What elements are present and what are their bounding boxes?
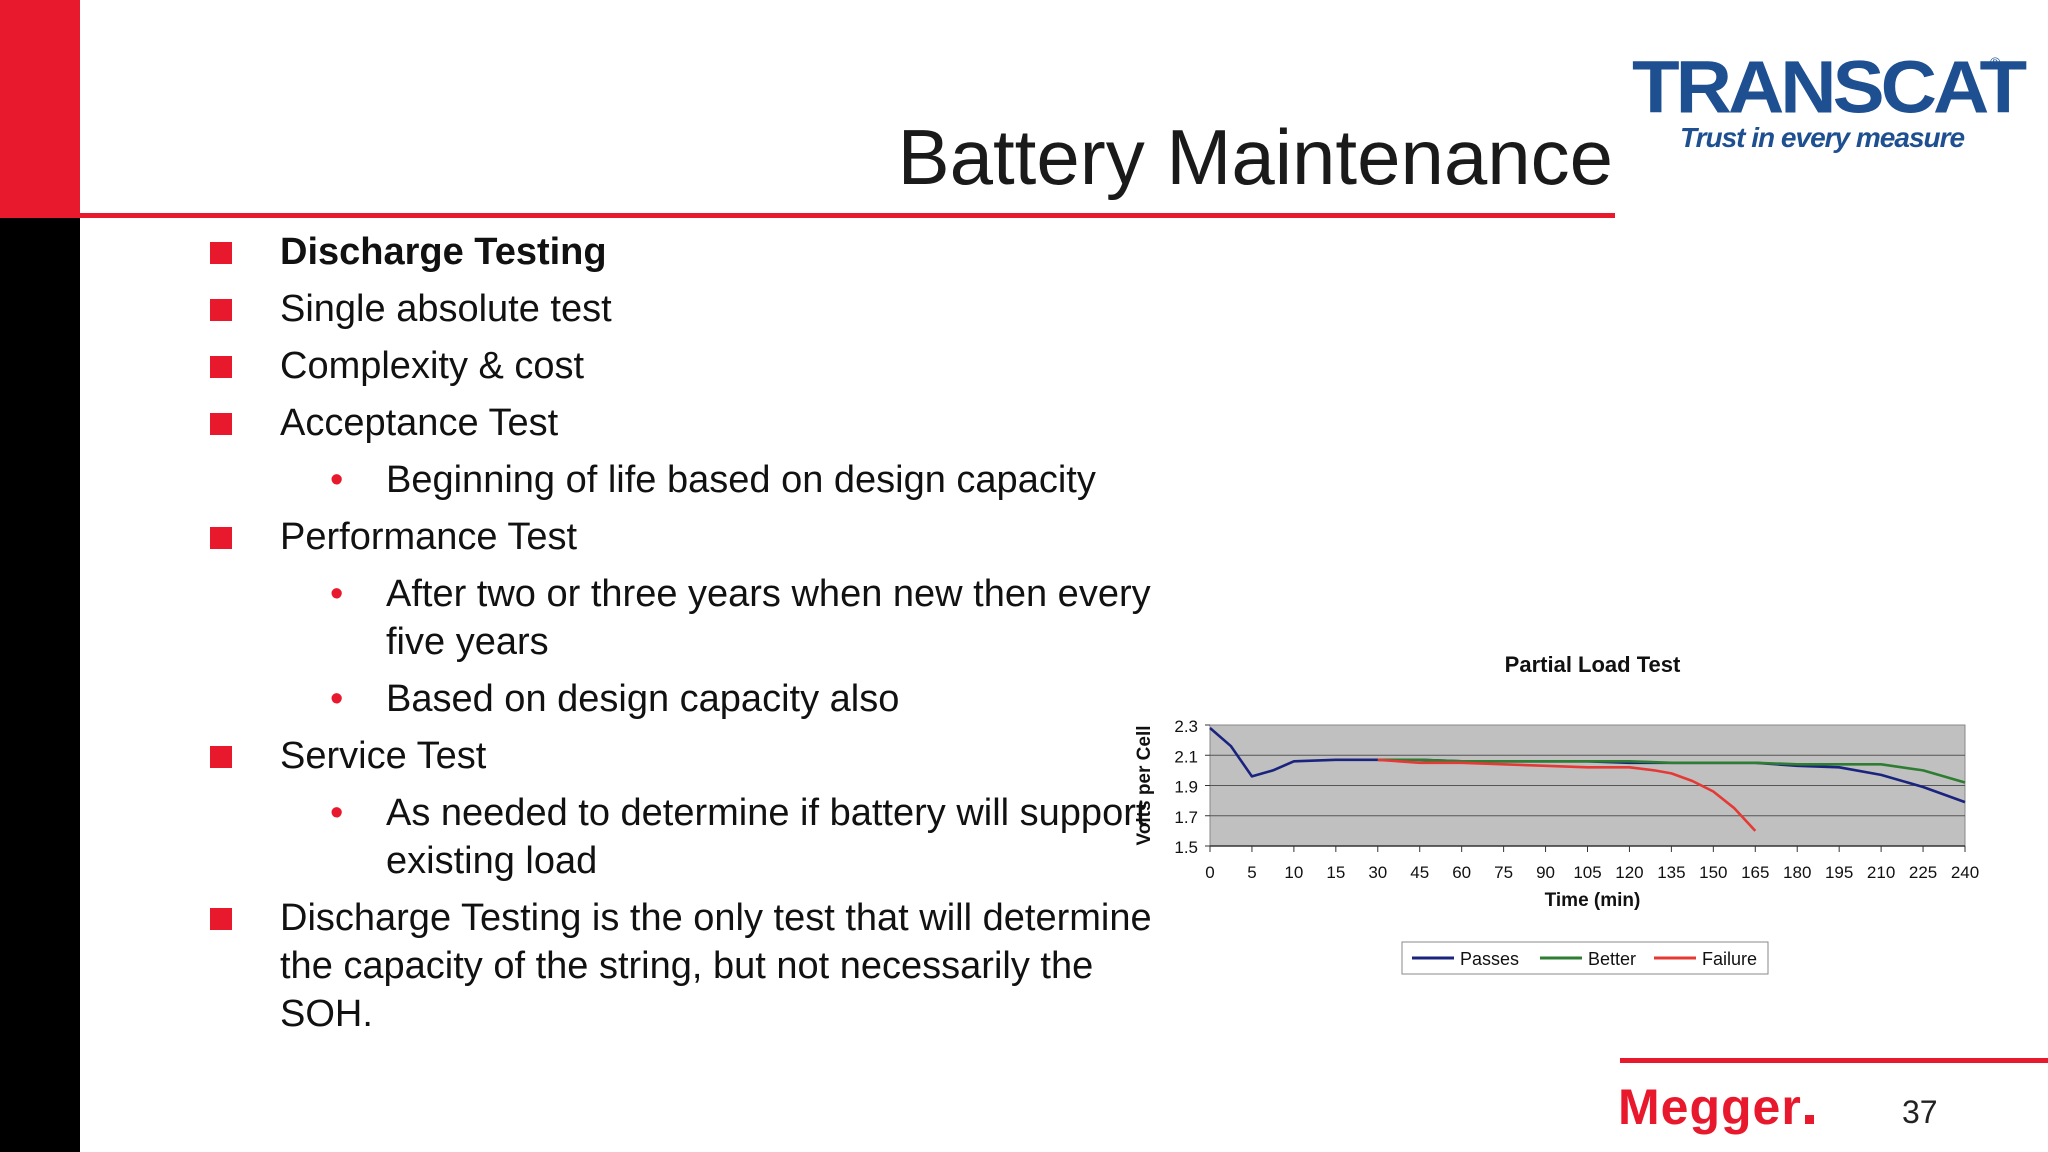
bullet-text: Discharge Testing (280, 231, 607, 273)
square-bullet-icon (210, 527, 232, 549)
series-line-better (1377, 758, 1966, 784)
x-tick-label: 105 (1573, 863, 1601, 882)
transcat-tagline: Trust in every measure (1680, 122, 1965, 153)
bullet-text: Service Test (280, 735, 487, 777)
legend-label: Better (1588, 949, 1636, 969)
square-bullet-icon (210, 413, 232, 435)
bullet-text: After two or three years when new then e… (386, 573, 1151, 663)
bullet-text: Discharge Testing is the only test that … (280, 897, 1152, 1035)
bullet-text: Beginning of life based on design capaci… (386, 459, 1096, 501)
y-tick-label: 1.5 (1174, 838, 1198, 857)
x-tick-label: 165 (1741, 863, 1769, 882)
left-accent-bar-red (0, 0, 80, 218)
x-tick-label: 0 (1205, 863, 1214, 882)
bullet-item: Service Test (210, 732, 1170, 780)
y-tick-label: 1.7 (1174, 808, 1198, 827)
bullet-text: Based on design capacity also (386, 678, 900, 720)
bullet-item: Discharge Testing (210, 228, 1170, 276)
bullet-text: Acceptance Test (280, 402, 559, 444)
transcat-logo-wordmark: TRANSCAT (1632, 45, 2027, 129)
legend-label: Passes (1460, 949, 1519, 969)
x-tick-label: 75 (1494, 863, 1513, 882)
footer-divider (1620, 1058, 2048, 1063)
x-tick-label: 135 (1657, 863, 1685, 882)
x-tick-label: 195 (1825, 863, 1853, 882)
bullet-item: Performance Test (210, 513, 1170, 561)
chart-legend (1401, 941, 1769, 975)
x-tick-label: 60 (1452, 863, 1471, 882)
slide-title: Battery Maintenance (897, 113, 1613, 201)
bullet-item: Discharge Testing is the only test that … (210, 894, 1170, 1038)
legend-label: Failure (1702, 949, 1757, 969)
x-tick-label: 15 (1326, 863, 1345, 882)
bullet-text: As needed to determine if battery will s… (386, 792, 1147, 882)
x-tick-label: 120 (1615, 863, 1643, 882)
title-divider (80, 213, 1615, 218)
y-tick-label: 1.9 (1174, 778, 1198, 797)
chart-title: Partial Load Test (1505, 652, 1681, 677)
series-line-failure (1377, 758, 1757, 832)
bullet-text: Complexity & cost (280, 345, 585, 387)
bullet-item: • Based on design capacity also (210, 675, 1170, 723)
megger-logo-wordmark: Megger (1618, 1079, 1802, 1135)
square-bullet-icon (210, 299, 232, 321)
x-tick-label: 150 (1699, 863, 1727, 882)
bullet-item: • Beginning of life based on design capac… (210, 456, 1170, 504)
bullet-item: Complexity & cost (210, 342, 1170, 390)
square-bullet-icon (210, 746, 232, 768)
bullet-list: Discharge Testing Single absolute test Com… (210, 228, 1170, 1047)
megger-logo-dot (1804, 1115, 1814, 1124)
square-bullet-icon (210, 242, 232, 264)
bullet-text: Performance Test (280, 516, 578, 558)
left-accent-bar-black (0, 218, 80, 1152)
x-tick-label: 10 (1284, 863, 1303, 882)
bullet-text: Single absolute test (280, 288, 612, 330)
x-tick-label: 180 (1783, 863, 1811, 882)
transcat-logo: TRANSCAT ® Trust in every measure (1632, 48, 2027, 153)
x-tick-label: 240 (1951, 863, 1979, 882)
registered-mark: ® (1990, 54, 2001, 70)
dot-bullet-icon: • (330, 459, 344, 501)
bullet-item: Acceptance Test (210, 399, 1170, 447)
x-tick-label: 5 (1247, 863, 1256, 882)
square-bullet-icon (210, 356, 232, 378)
x-tick-label: 225 (1909, 863, 1937, 882)
x-tick-label: 45 (1410, 863, 1429, 882)
partial-load-chart: Partial Load Test 2.3 2.1 1.9 1.7 1.5 0 5 10 15 30… (1134, 652, 1979, 975)
bullet-item: • As needed to determine if battery will … (210, 789, 1170, 885)
x-tick-label: 30 (1368, 863, 1387, 882)
x-tick-label: 210 (1867, 863, 1895, 882)
bullet-item: Single absolute test (210, 285, 1170, 333)
y-axis-label: Volts per Cell (1134, 725, 1155, 845)
square-bullet-icon (210, 908, 232, 930)
bullet-item: • After two or three years when new then … (210, 570, 1170, 666)
y-tick-label: 2.1 (1174, 747, 1198, 766)
x-tick-label: 90 (1536, 863, 1555, 882)
dot-bullet-icon: • (330, 573, 344, 615)
megger-logo: Megger (1618, 1082, 1814, 1132)
y-tick-label: 2.3 (1174, 717, 1198, 736)
x-axis-label: Time (min) (1545, 890, 1641, 911)
dot-bullet-icon: • (330, 792, 344, 834)
dot-bullet-icon: • (330, 678, 344, 720)
page-number: 37 (1902, 1094, 1938, 1130)
